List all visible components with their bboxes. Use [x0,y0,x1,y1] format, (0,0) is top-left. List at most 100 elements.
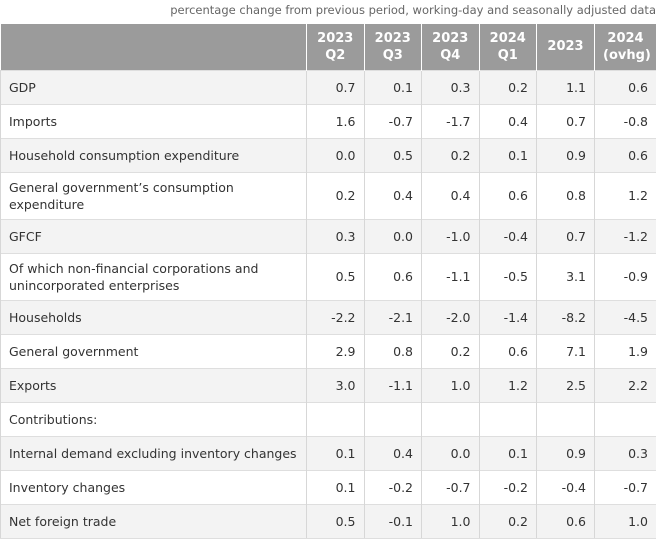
table-caption: percentage change from previous period, … [170,3,656,17]
table-header-row: 2023 Q2 2023 Q3 2023 Q4 2024 Q1 2023 2024 (ov… [0,24,656,70]
value-cell [478,401,537,436]
table-row: General government’s consumption expendi… [0,171,656,219]
value-cell: 0.0 [421,435,479,470]
value-cell: 1.0 [421,503,479,539]
value-cell: 0.4 [363,435,422,470]
value-cell: -1.0 [421,218,479,253]
value-cell: 1.9 [594,333,656,368]
value-cell: -0.2 [363,469,422,504]
table-row: GFCF 0.3 0.0 -1.0 -0.4 0.7 -1.2 [0,218,656,253]
value-cell: 0.5 [306,503,364,539]
table-row: Households -2.2 -2.1 -2.0 -1.4 -8.2 -4.5 [0,299,656,334]
value-cell: 0.2 [478,503,537,539]
value-cell: 0.3 [306,218,364,253]
value-cell: 0.6 [478,171,537,219]
table-row: General government 2.9 0.8 0.2 0.6 7.1 1.9 [0,333,656,368]
value-cell: 0.5 [306,252,364,300]
value-cell: 0.7 [306,69,364,104]
row-label: Net foreign trade [0,503,307,539]
value-cell: 2.9 [306,333,364,368]
table-row: Inventory changes 0.1 -0.2 -0.7 -0.2 -0.4 -0.7 [0,469,656,504]
value-cell: 7.1 [536,333,595,368]
value-cell: 0.7 [536,218,595,253]
value-cell: 0.7 [536,103,595,138]
value-cell: -0.4 [536,469,595,504]
value-cell [306,401,364,436]
value-cell: 0.1 [306,469,364,504]
value-cell: 0.2 [421,137,479,172]
value-cell: 0.4 [478,103,537,138]
value-cell: 0.2 [478,69,537,104]
value-cell: 3.0 [306,367,364,402]
header-cell-2023: 2023 [536,24,595,70]
value-cell: 0.5 [363,137,422,172]
row-label: Of which non-financial corporations and … [0,252,307,300]
value-cell: 0.8 [363,333,422,368]
row-label: Internal demand excluding inventory chan… [0,435,307,470]
value-cell: 0.1 [478,435,537,470]
value-cell: 0.2 [306,171,364,219]
value-cell: 0.8 [536,171,595,219]
value-cell: 0.6 [594,69,656,104]
value-cell: 1.0 [594,503,656,539]
value-cell: 0.9 [536,137,595,172]
value-cell: 0.0 [363,218,422,253]
table-row: Net foreign trade 0.5 -0.1 1.0 0.2 0.6 1.0 [0,503,656,539]
value-cell: 0.3 [594,435,656,470]
value-cell: -0.8 [594,103,656,138]
table-row: GDP 0.7 0.1 0.3 0.2 1.1 0.6 [0,69,656,104]
header-cell-2023-q2: 2023 Q2 [306,24,364,70]
value-cell: -1.1 [363,367,422,402]
value-cell: 2.5 [536,367,595,402]
value-cell: 0.6 [478,333,537,368]
table-row: Of which non-financial corporations and … [0,252,656,300]
value-cell: 0.1 [363,69,422,104]
value-cell: -0.7 [594,469,656,504]
value-cell: -0.7 [363,103,422,138]
value-cell: 1.6 [306,103,364,138]
value-cell: -0.5 [478,252,537,300]
value-cell: -1.7 [421,103,479,138]
value-cell: -4.5 [594,299,656,334]
value-cell: 1.1 [536,69,595,104]
value-cell: 1.2 [594,171,656,219]
value-cell: -2.0 [421,299,479,334]
value-cell: 1.0 [421,367,479,402]
value-cell: 0.1 [478,137,537,172]
table-row: Household consumption expenditure 0.0 0.5 0… [0,137,656,172]
row-label: Household consumption expenditure [0,137,307,172]
row-label: GDP [0,69,307,104]
table-row: Exports 3.0 -1.1 1.0 1.2 2.5 2.2 [0,367,656,402]
value-cell: 1.2 [478,367,537,402]
value-cell [363,401,422,436]
value-cell: -0.9 [594,252,656,300]
value-cell: -1.4 [478,299,537,334]
row-label: Exports [0,367,307,402]
value-cell: -0.7 [421,469,479,504]
value-cell: 0.2 [421,333,479,368]
table-row: Internal demand excluding inventory chan… [0,435,656,470]
value-cell: 0.4 [421,171,479,219]
value-cell: 3.1 [536,252,595,300]
value-cell: -2.1 [363,299,422,334]
table-row: Imports 1.6 -0.7 -1.7 0.4 0.7 -0.8 [0,103,656,138]
value-cell: 0.4 [363,171,422,219]
row-label: Inventory changes [0,469,307,504]
value-cell: 0.6 [363,252,422,300]
value-cell: 0.9 [536,435,595,470]
header-cell-label [0,24,307,70]
row-label: Imports [0,103,307,138]
value-cell: 0.3 [421,69,479,104]
row-label: General government’s consumption expendi… [0,171,307,219]
value-cell [536,401,595,436]
table-row: Contributions: [0,401,656,436]
header-cell-2024-q1: 2024 Q1 [478,24,537,70]
value-cell: 0.6 [536,503,595,539]
value-cell: -1.2 [594,218,656,253]
value-cell: 2.2 [594,367,656,402]
value-cell: -0.1 [363,503,422,539]
row-label: Households [0,299,307,334]
value-cell: -8.2 [536,299,595,334]
value-cell: 0.1 [306,435,364,470]
value-cell: 0.6 [594,137,656,172]
